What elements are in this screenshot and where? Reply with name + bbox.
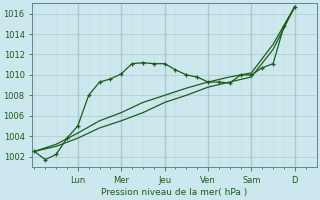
X-axis label: Pression niveau de la mer( hPa ): Pression niveau de la mer( hPa ) [101,188,247,197]
